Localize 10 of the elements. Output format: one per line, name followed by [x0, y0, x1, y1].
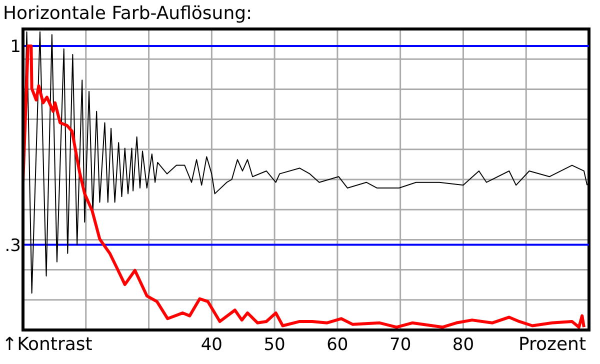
ref-line-label: .3: [4, 236, 21, 256]
x-tick-label: 80: [452, 335, 474, 356]
x-tick-label: 60: [326, 335, 348, 356]
ref-line-label: 1: [10, 37, 21, 58]
chart-title: Horizontale Farb-Auflösung:: [3, 3, 252, 25]
x-axis-title: Prozent: [518, 334, 586, 355]
y-axis-title: ↑Kontrast: [2, 334, 92, 355]
x-tick-label: 70: [390, 335, 412, 356]
x-tick-label: 50: [264, 335, 286, 356]
x-tick-label: 40: [200, 335, 222, 356]
